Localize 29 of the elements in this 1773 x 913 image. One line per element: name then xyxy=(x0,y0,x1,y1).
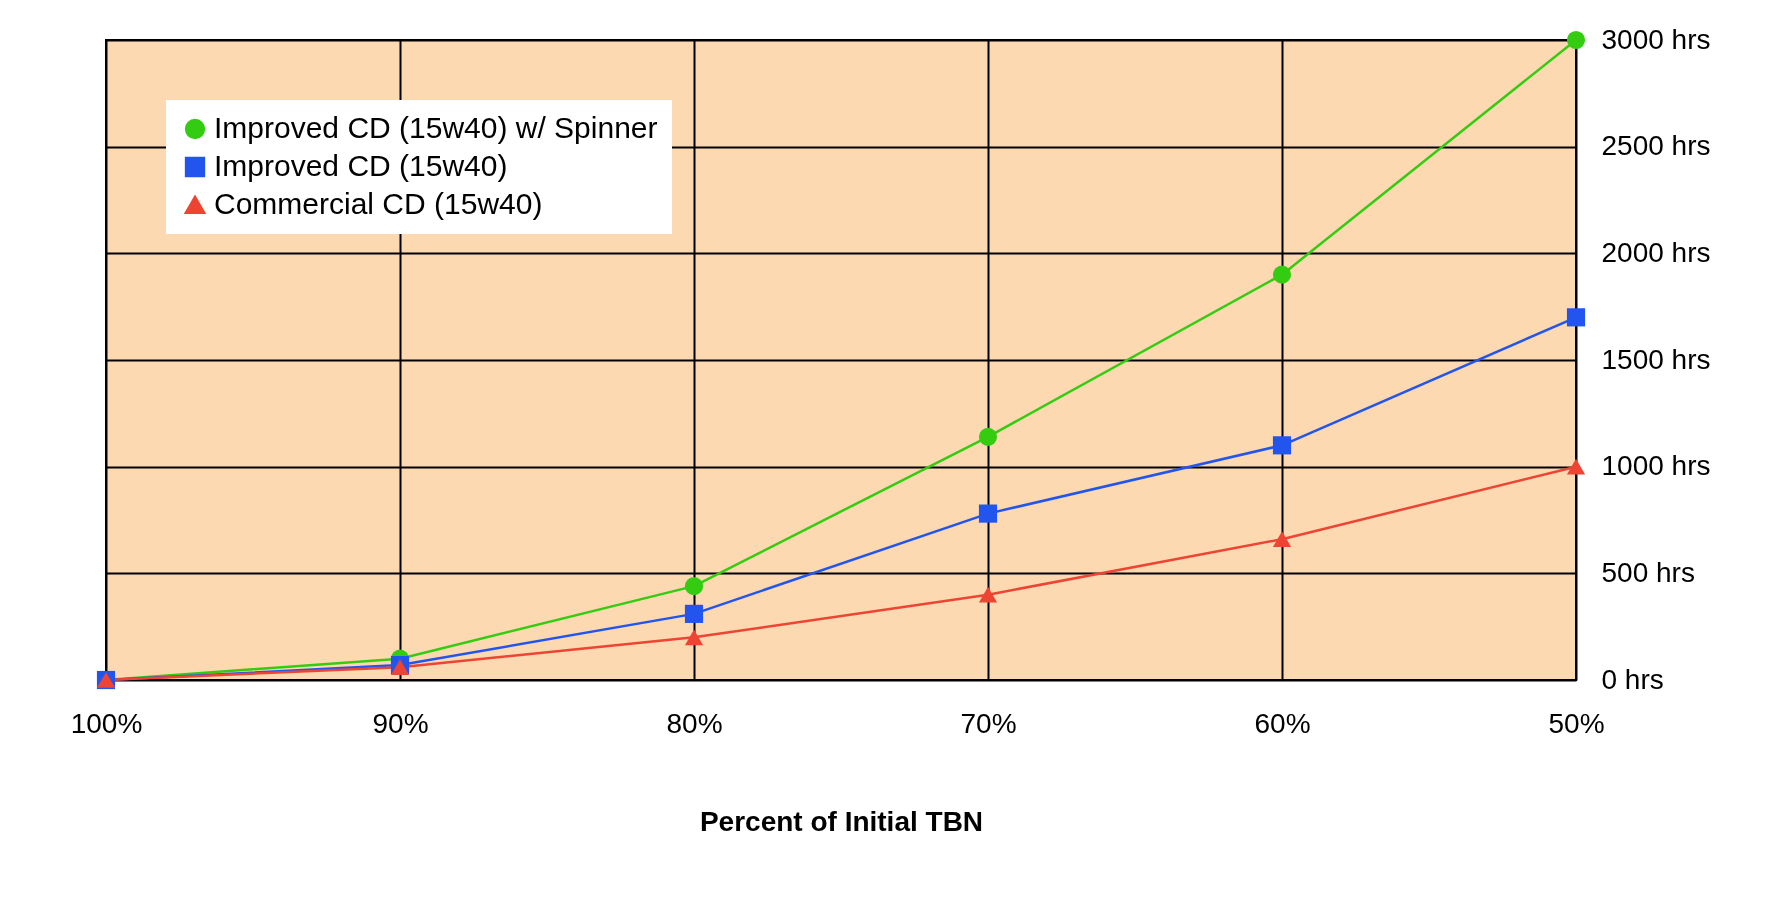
point xyxy=(1272,265,1292,284)
y-tick-label: 0 hrs xyxy=(1601,663,1664,695)
x-tick-label: 80% xyxy=(666,707,723,739)
x-axis-title: Percent of Initial TBN xyxy=(699,805,984,837)
y-tick-label: 2000 hrs xyxy=(1601,236,1711,268)
y-tick-label: 3000 hrs xyxy=(1601,23,1711,55)
y-tick-label: 500 hrs xyxy=(1601,556,1695,588)
y-tick-label: 1000 hrs xyxy=(1601,450,1711,482)
point xyxy=(1566,308,1586,327)
y-tick-label: 2500 hrs xyxy=(1601,130,1711,162)
x-tick-label: 90% xyxy=(372,707,429,739)
point xyxy=(1272,436,1292,455)
legend-label: Commercial CD (15w40) xyxy=(214,187,543,220)
point xyxy=(684,604,704,623)
point xyxy=(1566,458,1586,475)
point xyxy=(684,629,704,646)
x-tick-label: 100% xyxy=(70,707,143,739)
x-tick-label: 50% xyxy=(1548,707,1605,739)
point xyxy=(978,586,998,603)
point xyxy=(978,504,998,523)
point xyxy=(978,427,998,446)
y-tick-label: 1500 hrs xyxy=(1601,343,1711,375)
point xyxy=(1272,531,1292,548)
x-tick-label: 60% xyxy=(1254,707,1311,739)
legend-label: Improved CD (15w40) w/ Spinner xyxy=(214,111,658,144)
point xyxy=(1566,30,1586,50)
legend-label: Improved CD (15w40) xyxy=(214,149,508,182)
x-tick-label: 70% xyxy=(960,707,1017,739)
point xyxy=(684,577,704,596)
